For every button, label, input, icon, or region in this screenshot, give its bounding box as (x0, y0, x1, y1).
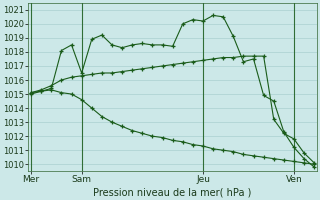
X-axis label: Pression niveau de la mer( hPa ): Pression niveau de la mer( hPa ) (93, 187, 252, 197)
